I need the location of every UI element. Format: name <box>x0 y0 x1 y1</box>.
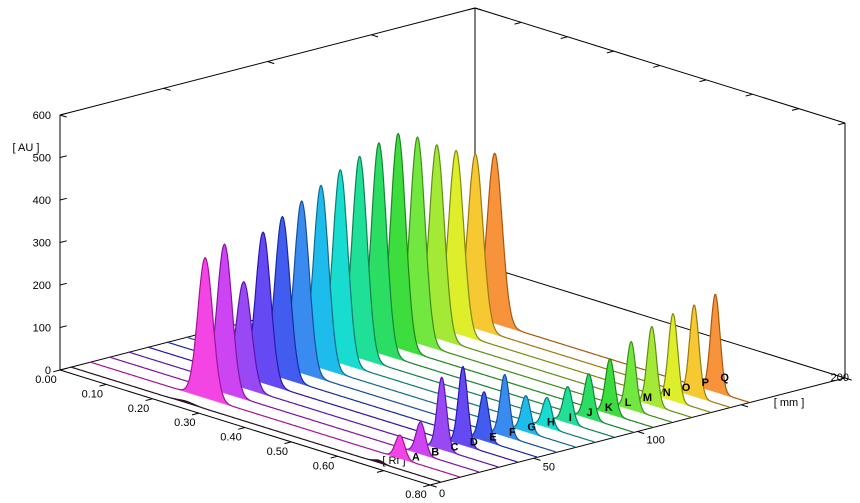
series-label-G: G <box>527 422 536 434</box>
mm-tick-label: 50 <box>543 461 555 473</box>
rf-tick-label: 0.60 <box>313 460 334 472</box>
mm-tick <box>741 404 749 408</box>
au-tick <box>59 367 67 371</box>
mm-tick-label: 200 <box>831 372 849 384</box>
au-axis-title: [ AU ] <box>13 142 40 154</box>
series-label-I: I <box>569 412 572 424</box>
series-label-H: H <box>547 417 555 429</box>
mm-tick <box>429 484 437 488</box>
au-tick <box>59 112 67 116</box>
series-label-B: B <box>431 447 439 459</box>
mm-tick-mirror <box>474 7 482 11</box>
series-fill-L <box>282 133 653 428</box>
series-label-A: A <box>412 452 420 464</box>
au-tick-label: 500 <box>33 153 51 165</box>
series-fill-N <box>321 144 692 418</box>
mm-tick <box>637 431 645 435</box>
series-label-C: C <box>451 442 459 454</box>
series-line-C <box>108 243 480 473</box>
series-label-O: O <box>682 382 691 394</box>
series-line-B <box>89 257 460 478</box>
series-fill-M <box>301 137 672 423</box>
au-tick <box>59 197 67 201</box>
series-label-K: K <box>605 402 613 414</box>
rf-tick <box>53 369 61 373</box>
rf-tick-label: 0.50 <box>267 446 288 458</box>
rf-tick-mirror <box>838 122 846 126</box>
mm-tick <box>844 377 852 381</box>
series-label-E: E <box>489 432 496 444</box>
series-label-M: M <box>643 392 652 404</box>
series-label-J: J <box>587 407 593 419</box>
rf-tick-mirror <box>699 79 707 83</box>
rf-tick-mirror <box>606 50 614 54</box>
series-label-F: F <box>509 427 516 439</box>
rf-tick-label: 0.10 <box>82 388 103 400</box>
series-fill-Q <box>379 153 750 403</box>
rf-tick <box>376 470 384 473</box>
rf-tick-label: 0.80 <box>405 489 426 501</box>
series-label-P: P <box>702 377 709 389</box>
au-tick-label: 300 <box>33 238 51 250</box>
rf-tick <box>284 441 292 445</box>
rf-tick <box>423 484 431 488</box>
au-tick <box>59 240 67 243</box>
au-tick-label: 0 <box>45 365 51 377</box>
series-line-D <box>128 281 499 468</box>
rf-tick <box>145 398 153 401</box>
rf-tick-mirror <box>468 7 476 11</box>
series-label-D: D <box>470 437 478 449</box>
mm-tick-label: 0 <box>439 488 445 500</box>
au-tick-label: 200 <box>33 280 51 292</box>
back-bottom-edge <box>474 262 846 379</box>
series-label-Q: Q <box>720 372 729 384</box>
mm-tick-mirror <box>59 114 67 118</box>
rf-tick-label: 0.40 <box>220 432 241 444</box>
rf-tick-label: 0.00 <box>35 374 56 386</box>
series-label-L: L <box>625 397 632 409</box>
rf-tick-mirror <box>745 93 753 97</box>
rf-tick-label: 0.20 <box>128 403 149 415</box>
au-tick <box>59 155 67 158</box>
rf-tick <box>238 427 246 430</box>
series-label-N: N <box>663 387 671 399</box>
series-line-A <box>70 366 441 483</box>
series-fill-P <box>359 154 730 408</box>
mm-tick-mirror <box>371 34 379 38</box>
au-tick-label: 400 <box>33 195 51 207</box>
mm-tick-mirror <box>267 61 275 65</box>
rf-tick-mirror <box>560 36 568 39</box>
au-tick <box>59 325 67 328</box>
au-tick <box>59 282 67 286</box>
au-tick-label: 600 <box>33 110 51 122</box>
series-fill-O <box>340 150 711 413</box>
rf-tick <box>330 455 338 459</box>
rf-tick-label: 0.30 <box>174 417 195 429</box>
rf-tick <box>191 412 199 416</box>
rf-tick-mirror <box>791 108 799 111</box>
rf-tick <box>99 383 107 387</box>
mm-axis-title: [ mm ] <box>774 397 805 409</box>
rf-tick-mirror <box>514 21 522 25</box>
rf-tick-mirror <box>653 65 661 68</box>
mm-tick <box>533 457 541 461</box>
au-tick-label: 100 <box>33 323 51 335</box>
mm-tick-mirror <box>163 87 171 91</box>
mm-tick-label: 100 <box>647 435 665 447</box>
